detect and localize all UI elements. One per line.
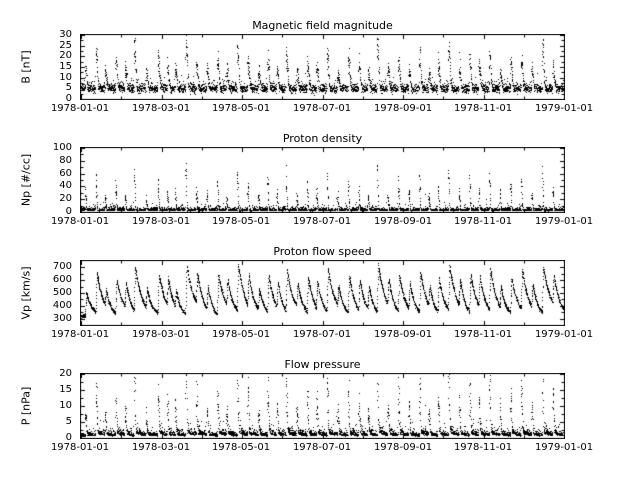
- y-axis-label: B [nT]: [19, 50, 33, 84]
- x-tick-label: 1978-09-01: [373, 329, 433, 340]
- x-tick-label: 1978-09-01: [373, 103, 433, 114]
- scatter-plot-canvas: [80, 34, 565, 100]
- y-tick-label: 500: [52, 287, 72, 298]
- y-tick-label: 0: [65, 206, 72, 217]
- x-tick-label: 1979-01-01: [534, 103, 594, 114]
- y-axis-label: P [nPa]: [19, 386, 33, 426]
- y-tick-label: 25: [59, 40, 72, 51]
- x-tick-label: 1978-09-01: [373, 216, 433, 227]
- panel-proton-flow-speed: Proton flow speed Vp [km/s] 300 400 500 600…: [0, 244, 640, 357]
- y-axis-label: Vp [km/s]: [19, 266, 33, 320]
- x-tick-label: 1978-07-01: [292, 329, 352, 340]
- x-tick-label: 1978-07-01: [292, 103, 352, 114]
- y-tick-label: 30: [59, 29, 72, 40]
- scatter-plot-canvas: [80, 260, 565, 326]
- panel-proton-density: Proton density Np [#/cc] 0 20 40 60 80 100 19…: [0, 131, 640, 244]
- y-tick-label: 80: [59, 155, 72, 166]
- y-tick-label: 60: [59, 168, 72, 179]
- x-tick-label: 1978-03-01: [131, 103, 191, 114]
- y-tick-label: 10: [59, 400, 72, 411]
- x-tick-label: 1978-05-01: [211, 216, 271, 227]
- x-tick-label: 1978-05-01: [211, 103, 271, 114]
- y-tick-label: 20: [59, 368, 72, 379]
- panel-flow-pressure: Flow pressure P [nPa] 0 5 10 15 20 1978-01-0…: [0, 357, 640, 470]
- x-tick-label: 1978-01-01: [50, 442, 110, 453]
- x-tick-label: 1978-05-01: [211, 442, 271, 453]
- chart-title: Proton density: [282, 132, 363, 145]
- y-tick-label: 100: [52, 142, 72, 153]
- x-tick-label: 1978-03-01: [131, 442, 191, 453]
- x-tick-label: 1978-11-01: [453, 442, 513, 453]
- y-tick-label: 600: [52, 274, 72, 285]
- x-tick-label: 1979-01-01: [534, 216, 594, 227]
- x-tick-label: 1979-01-01: [534, 329, 594, 340]
- x-tick-label: 1978-03-01: [131, 329, 191, 340]
- y-tick-label: 700: [52, 261, 72, 272]
- chart-title: Flow pressure: [284, 358, 361, 371]
- x-tick-label: 1978-11-01: [453, 329, 513, 340]
- y-tick-label: 20: [59, 193, 72, 204]
- chart-title: Magnetic field magnitude: [252, 19, 393, 32]
- y-tick-label: 400: [52, 300, 72, 311]
- x-tick-label: 1978-01-01: [50, 103, 110, 114]
- x-tick-label: 1978-05-01: [211, 329, 271, 340]
- y-tick-label: 0: [65, 93, 72, 104]
- y-tick-label: 40: [59, 180, 72, 191]
- y-tick-label: 20: [59, 50, 72, 61]
- x-tick-label: 1978-11-01: [453, 216, 513, 227]
- y-tick-label: 0: [65, 432, 72, 443]
- y-tick-label: 10: [59, 72, 72, 83]
- x-tick-label: 1978-07-01: [292, 216, 352, 227]
- y-tick-label: 15: [59, 61, 72, 72]
- chart-title: Proton flow speed: [273, 245, 372, 258]
- x-tick-label: 1978-11-01: [453, 103, 513, 114]
- y-tick-label: 15: [59, 384, 72, 395]
- y-tick-label: 300: [52, 313, 72, 324]
- x-tick-label: 1978-01-01: [50, 329, 110, 340]
- x-tick-label: 1978-03-01: [131, 216, 191, 227]
- scatter-plot-canvas: [80, 147, 565, 213]
- x-tick-label: 1979-01-01: [534, 442, 594, 453]
- y-axis-label: Np [#/cc]: [19, 153, 33, 207]
- x-tick-label: 1978-01-01: [50, 216, 110, 227]
- y-tick-label: 5: [65, 416, 72, 427]
- panel-magnetic-field-magnitude: Magnetic field magnitude B [nT] 0 5 10 15 20…: [0, 18, 640, 131]
- x-tick-label: 1978-09-01: [373, 442, 433, 453]
- x-tick-label: 1978-07-01: [292, 442, 352, 453]
- scatter-plot-canvas: [80, 373, 565, 439]
- y-tick-label: 5: [65, 82, 72, 93]
